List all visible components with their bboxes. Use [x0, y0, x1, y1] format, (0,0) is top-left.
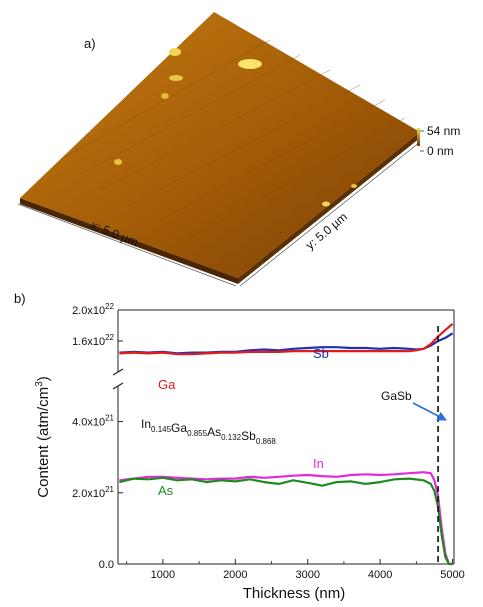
formula-element: Sb — [241, 429, 256, 443]
formula-subscript: 0.855 — [187, 429, 208, 438]
scale-bottom-label: 0 nm — [427, 144, 454, 158]
gasb-arrow — [412, 402, 447, 421]
gasb-annotation: GaSb — [381, 389, 412, 403]
axis-break-mark — [112, 382, 124, 390]
axis-break-mark — [112, 368, 124, 376]
series-line-in — [119, 471, 453, 566]
panel-b-label: b) — [14, 291, 26, 306]
formula-subscript: 0.145 — [151, 425, 172, 434]
x-axis-title: Thickness (nm) — [243, 585, 346, 602]
series-label-ga: Ga — [158, 377, 176, 392]
scale-top-label: 54 nm — [427, 124, 460, 138]
series-label-sb: Sb — [313, 346, 329, 361]
y-axis-title: Content (atm/cm3) — [34, 376, 52, 497]
series-line-ga — [119, 323, 454, 356]
formula-element: In — [141, 417, 151, 431]
series-label-in: In — [313, 456, 324, 471]
afm-y-axis-line — [239, 141, 421, 287]
x-tick-label: 3000 — [295, 569, 319, 581]
x-tick-label: 2000 — [223, 569, 247, 581]
height-scale-bar: 54 nm 0 nm — [417, 124, 460, 158]
x-tick-label: 4000 — [368, 569, 392, 581]
panel-a-label: a) — [84, 36, 96, 51]
x-tick-label: 5000 — [440, 569, 464, 581]
y-tick-label: 2.0x1022 — [72, 302, 114, 317]
composition-formula: In0.145Ga0.855As0.132Sb0.868 — [141, 417, 276, 446]
series-label-as: As — [158, 483, 174, 498]
formula-subscript: 0.868 — [256, 437, 277, 446]
afm-surface — [20, 12, 420, 284]
y-tick-label: 2.0x1021 — [72, 485, 114, 500]
x-tick-label: 1000 — [151, 569, 175, 581]
y-tick-label: 1.6x1022 — [72, 333, 114, 348]
series-line-as — [119, 476, 453, 566]
formula-subscript: 0.132 — [221, 433, 242, 442]
formula-element: Ga — [171, 421, 187, 435]
afm-x-axis-line — [17, 203, 237, 287]
y-tick-label: 4.0x1021 — [72, 414, 114, 429]
y-tick-label: 0.0 — [99, 559, 114, 571]
formula-element: As — [207, 425, 221, 439]
sims-chart: 1000 2000 3000 4000 5000 0.0 2.0x1021 4.0x1021 1… — [34, 302, 465, 602]
